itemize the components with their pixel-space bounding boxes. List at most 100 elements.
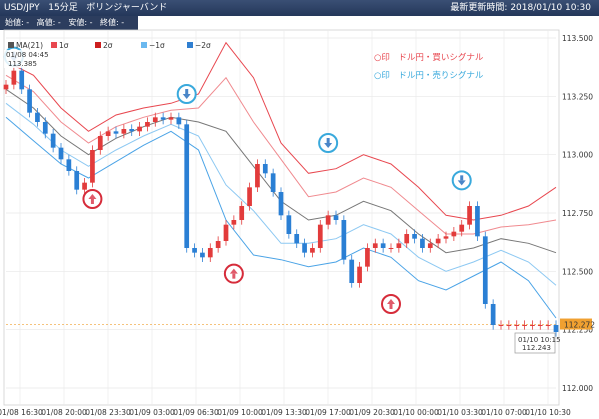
symbol: USD/JPY <box>4 3 40 13</box>
legend-label: 1σ <box>59 41 69 50</box>
top-left-label: 01/08 04:45 113.385 <box>4 50 49 68</box>
candle-body <box>176 117 182 125</box>
candle-body <box>152 117 158 122</box>
candle-body <box>207 248 213 258</box>
candle-body <box>58 147 64 160</box>
candle-body <box>184 124 190 248</box>
legend-item-ma: MA(21) <box>8 41 43 50</box>
updated-value: 2018/01/10 10:30 <box>510 3 591 13</box>
candle-body <box>412 234 417 239</box>
down-arrow-icon <box>185 89 189 94</box>
candle-body <box>482 236 488 304</box>
x-tick-label: 01/10 03:30 <box>437 408 483 417</box>
candle-body <box>160 117 166 120</box>
down-arrow-icon <box>460 175 464 181</box>
y-tick-label: 112.250 <box>562 326 593 335</box>
x-tick-label: 01/08 16:30 <box>0 408 43 417</box>
candles <box>3 66 559 337</box>
candle-body <box>255 164 260 188</box>
updated-label: 最新更新時間: <box>450 3 508 13</box>
legend-label: 2σ <box>103 41 113 50</box>
y-tick-label: 113.250 <box>562 92 593 101</box>
sell-signal-note: ○印 ドル円・売りシグナル <box>374 70 484 81</box>
interval: 15分足 <box>48 3 78 13</box>
x-tick-label: 01/09 03:00 <box>129 408 175 417</box>
candle-body <box>498 325 504 326</box>
x-tick-label: 01/08 23:30 <box>85 408 131 417</box>
candle-body <box>113 131 119 134</box>
minus1-sigma-line <box>5 102 557 286</box>
candle-body <box>427 243 433 248</box>
y-tick-label: 112.000 <box>562 384 593 393</box>
down-arrow-icon <box>326 138 330 143</box>
down-arrow-icon <box>457 180 466 186</box>
x-tick-label: 01/10 10:30 <box>525 408 571 417</box>
candle-body <box>522 325 527 326</box>
current-price-tag: 112.272 <box>560 318 595 330</box>
ohlc-close: 終値: - <box>100 18 125 27</box>
last-price-label: 112.243 <box>522 344 551 352</box>
candle-body <box>396 243 402 248</box>
x-tick-label: 01/09 17:00 <box>305 408 351 417</box>
candle-body <box>231 220 237 225</box>
candle-body <box>420 238 425 248</box>
up-arrow-icon <box>232 273 236 279</box>
candle-body <box>27 89 32 113</box>
candle-body <box>357 266 362 283</box>
current-price-label: 112.272 <box>564 321 595 330</box>
candle-body <box>11 70 17 85</box>
y-axis: 113.500 113.250 113.000 112.750 112.500 112.2… <box>562 34 593 393</box>
plot-area <box>3 29 560 406</box>
candle-body <box>537 325 543 326</box>
candle-body <box>35 112 40 122</box>
up-arrow-icon <box>88 194 97 199</box>
x-tick-label: 01/09 20:30 <box>349 408 395 417</box>
x-tick-label: 01/09 06:30 <box>173 408 219 417</box>
ohlc-bar: 始値: - 高値: - 安値: - 終値: - <box>0 16 138 30</box>
legend-label: −2σ <box>195 41 211 50</box>
y-tick-label: 113.500 <box>562 34 593 43</box>
legend: MA(21) 1σ 2σ −1σ −2σ <box>8 41 211 50</box>
legend-item-1sigma: 1σ <box>51 41 69 50</box>
x-tick-label: 01/08 20:00 <box>41 408 87 417</box>
candle-body <box>82 182 87 190</box>
chart-title: USD/JPY 15分足 ボリンジャーバンド <box>4 0 167 16</box>
candle-body <box>459 224 465 232</box>
candle-body <box>333 215 339 220</box>
candle-body <box>262 164 268 174</box>
candle-body <box>121 129 127 134</box>
candle-body <box>223 224 229 241</box>
candle-body <box>129 129 135 132</box>
up-arrow-icon <box>387 299 395 304</box>
legend-item-minus1sigma: −1σ <box>141 41 165 50</box>
ohlc-low: 安値: - <box>68 18 93 27</box>
ohlc-open: 始値: - <box>5 18 30 27</box>
candle-body <box>66 159 72 171</box>
x-tick-label: 01/10 00:00 <box>393 408 439 417</box>
legend-label: −1σ <box>149 41 165 50</box>
minus2-sigma-line <box>5 116 557 319</box>
candle-body <box>325 215 331 225</box>
legend-label: MA(21) <box>16 41 43 50</box>
title-bar: USD/JPY 15分足 ボリンジャーバンド 最新更新時間: 2018/01/1… <box>0 0 599 16</box>
candle-body <box>443 236 449 239</box>
candle-body <box>310 248 315 253</box>
candle-body <box>530 325 535 326</box>
candle-body <box>74 171 80 190</box>
last-date-label: 01/10 10:15 <box>518 336 561 344</box>
candle-body <box>404 234 410 244</box>
plus2-sigma-line <box>5 41 557 221</box>
up-arrow-icon <box>389 304 393 309</box>
top-left-price: 113.385 <box>8 60 37 68</box>
up-arrow-icon <box>229 268 238 274</box>
legend-item-minus2sigma: −2σ <box>187 41 211 50</box>
candle-body <box>294 234 300 244</box>
candle-body <box>490 304 496 325</box>
candle-body <box>19 70 25 90</box>
candle-body <box>90 150 95 183</box>
candle-body <box>215 241 221 248</box>
y-tick-label: 112.500 <box>562 267 593 276</box>
candle-body <box>200 252 205 258</box>
